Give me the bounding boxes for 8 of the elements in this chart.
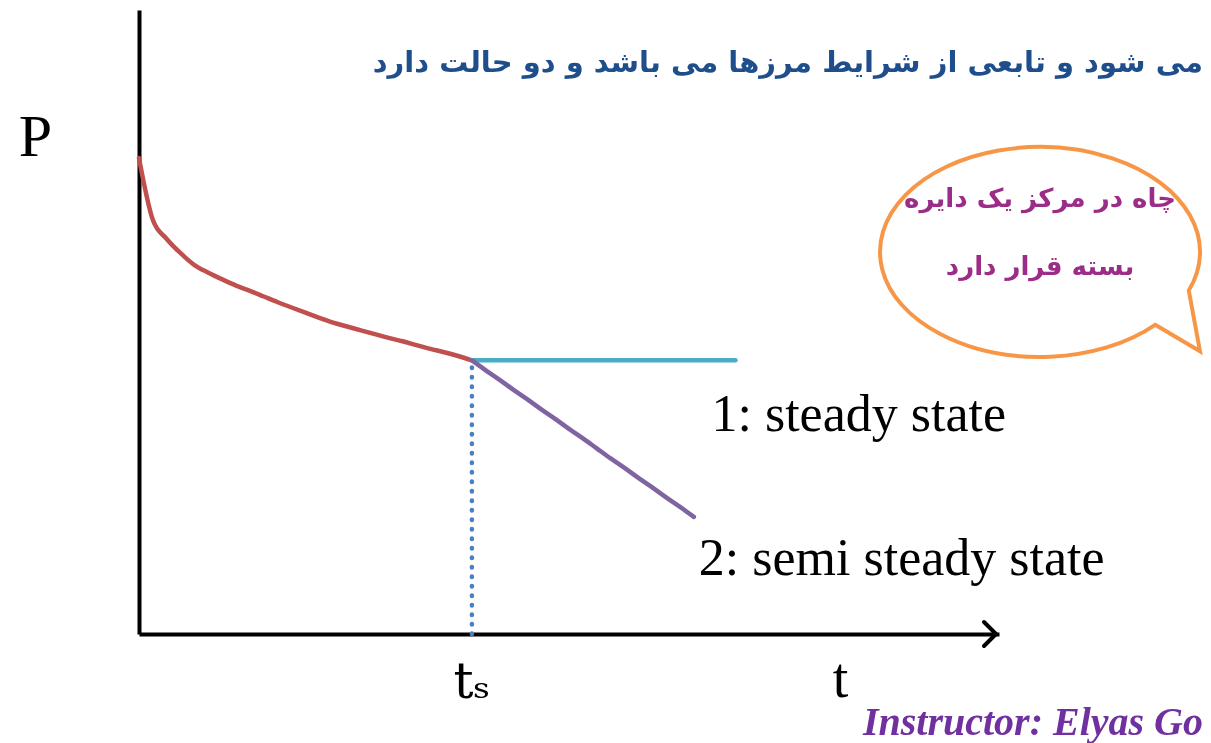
text: tₛ [453, 652, 491, 710]
y-axis-title: P [18, 102, 53, 169]
chart-title: می شود و تابعی از شرایط مرزها می باشد و دو حالت دارد [372, 45, 1203, 79]
series-label: 1: steady state [711, 385, 1007, 443]
text: چاه در مرکز یک دایره بسته قرار دارد [904, 183, 1176, 281]
series-label: 2: semi steady state [698, 528, 1105, 586]
text: Instructor: Elyas Go [861, 699, 1203, 743]
x-axis-title: t [832, 646, 849, 709]
